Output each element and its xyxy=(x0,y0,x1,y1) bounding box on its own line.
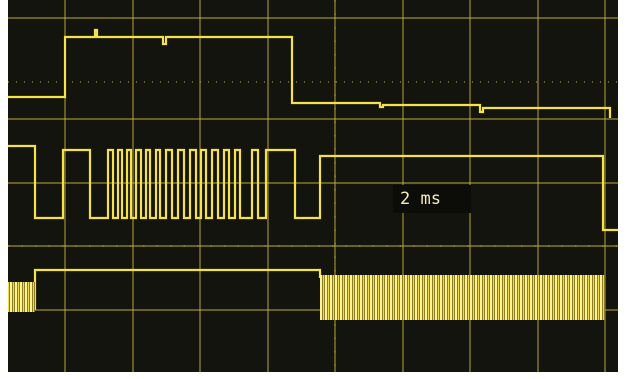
trace-3-noise xyxy=(320,275,605,320)
timebase-label: 2 ms xyxy=(400,189,441,209)
trace-3-noise xyxy=(8,282,35,312)
oscilloscope-photo: 2 ms xyxy=(0,0,626,379)
